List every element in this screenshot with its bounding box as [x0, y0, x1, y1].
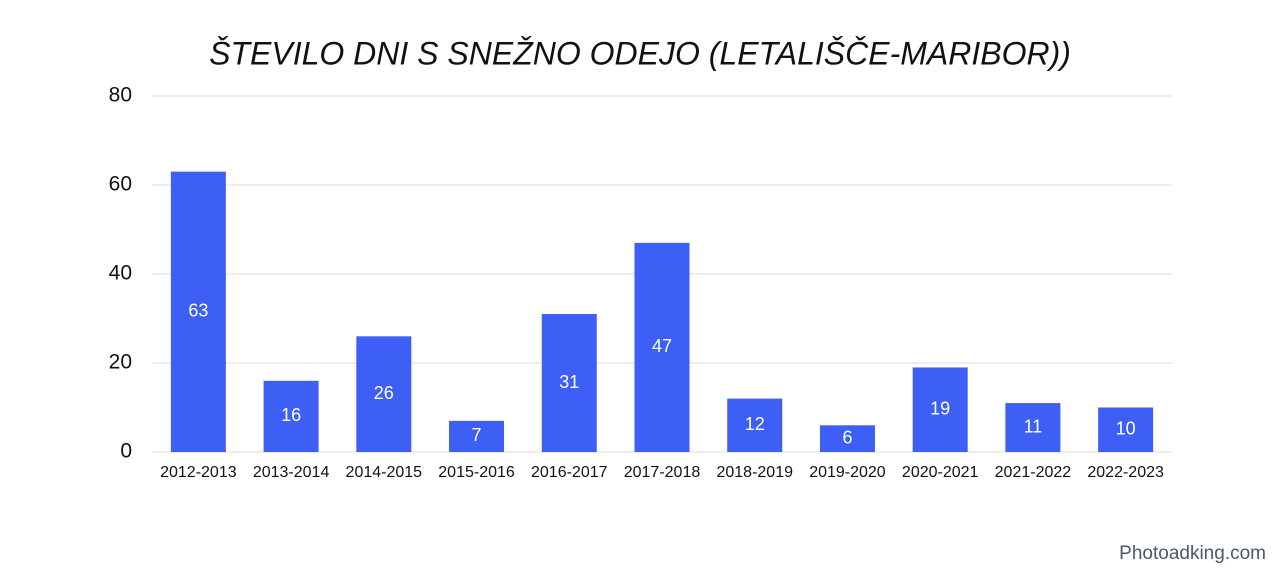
y-tick-label: 20: [109, 351, 132, 374]
bar: [449, 420, 505, 452]
x-tick-label: 2017-2018: [624, 464, 701, 481]
data-label: 63: [188, 301, 208, 321]
data-label: 11: [1024, 416, 1043, 436]
x-tick-label: 2022-2023: [1087, 464, 1164, 481]
x-tick-label: 2012-2013: [160, 464, 237, 481]
y-tick-label: 80: [109, 84, 132, 107]
x-tick-label: 2020-2021: [902, 464, 979, 481]
bar: [541, 314, 597, 452]
x-tick-label: 2013-2014: [253, 464, 330, 481]
data-label: 19: [930, 398, 950, 418]
y-tick-label: 40: [109, 262, 132, 285]
chart-title: ŠTEVILO DNI S SNEŽNO ODEJO (LETALIŠČE-MA…: [209, 35, 1071, 71]
bar: [1005, 403, 1061, 452]
x-tick-label: 2018-2019: [716, 464, 793, 481]
data-label: 6: [842, 427, 852, 447]
y-tick-label: 60: [109, 173, 132, 196]
bar: [356, 336, 412, 452]
y-tick-label: 0: [120, 440, 132, 463]
data-label: 47: [652, 336, 672, 356]
bar: [170, 171, 226, 452]
bar: [727, 398, 783, 452]
bar: [819, 425, 875, 452]
x-tick-label: 2015-2016: [438, 464, 515, 481]
bar: [912, 367, 968, 452]
data-label: 10: [1116, 419, 1136, 439]
x-tick-label: 2019-2020: [809, 464, 886, 481]
data-label: 16: [281, 405, 301, 425]
x-tick-label: 2021-2022: [995, 464, 1072, 481]
x-tick-label: 2014-2015: [346, 464, 423, 481]
data-label: 26: [374, 383, 394, 403]
data-label: 12: [745, 414, 765, 434]
data-label: 7: [472, 425, 482, 445]
x-tick-label: 2016-2017: [531, 464, 608, 481]
bar: [263, 380, 319, 452]
bar: [634, 242, 690, 452]
data-label: 31: [559, 372, 579, 392]
bar: [1098, 407, 1154, 452]
watermark: Photoadking.com: [1119, 543, 1266, 564]
